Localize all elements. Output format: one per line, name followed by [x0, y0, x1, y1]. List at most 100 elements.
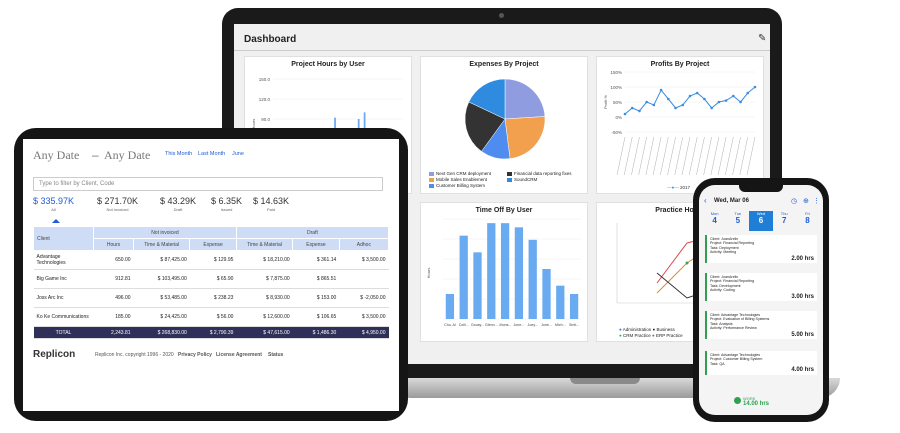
time-entry[interactable]: Client: JoanArelin Project: Financial Re… [705, 235, 817, 264]
column-header[interactable]: Expense [189, 238, 237, 251]
day-wed[interactable]: Wed 6 [749, 211, 773, 231]
legend-swatch [507, 177, 512, 182]
table-cell: $ 18,210.00 [236, 250, 293, 270]
column-header[interactable]: Adhoc [338, 238, 390, 251]
end-date[interactable]: Any Date [104, 148, 151, 162]
x-tick-label: Chu, Al [444, 323, 456, 327]
table-row[interactable]: Big Game Inc 912.81 $ 103,495.00 $ 65.90… [33, 269, 389, 289]
column-header[interactable]: Time & Material [235, 238, 294, 251]
expenses-card[interactable]: Expenses By Project Next Gen CRM deploym… [420, 56, 588, 194]
client-cell: Big Game Inc [33, 269, 94, 289]
timer-icon[interactable]: ◷ [791, 198, 798, 205]
table-cell: $ 238.23 [189, 288, 237, 308]
bar [473, 252, 482, 319]
pencil-icon[interactable]: ✎ [758, 33, 767, 44]
stat-label: Draft [173, 207, 183, 212]
status-link[interactable]: Status [268, 352, 284, 358]
start-date[interactable]: Any Date [33, 148, 80, 162]
time-entry[interactable]: Client: Advantage Technologies Project: … [705, 351, 817, 375]
y-tick-label: 90.0 [261, 117, 270, 122]
stat-value: $ 14.63K [253, 196, 290, 206]
x-tick-label [660, 136, 669, 176]
total-cell: 2,243.81 [93, 326, 134, 339]
bar [514, 227, 524, 319]
profits-card[interactable]: Profits By Project 150% 100% 50% 0% -50% Prof… [596, 56, 764, 194]
divider [234, 50, 770, 51]
data-point [710, 106, 713, 110]
table-cell: 912.81 [93, 269, 134, 289]
table-cell: $ -2,050.00 [339, 288, 389, 308]
entry-hours: 4.00 hrs [791, 367, 814, 374]
last-month-link[interactable]: Last Month [198, 151, 226, 157]
day-thu[interactable]: Thu 7 [773, 211, 796, 231]
day-mon[interactable]: Mon 4 [703, 211, 726, 231]
clock-icon [734, 397, 741, 404]
pie-slice [504, 116, 546, 159]
table-cell: $ 361.14 [292, 250, 340, 270]
june-link[interactable]: June [232, 151, 244, 157]
data-point [753, 85, 757, 89]
date-separator: – [92, 148, 99, 162]
time-entry[interactable]: Client: Advantage Technologies Project: … [705, 311, 817, 340]
stat-all[interactable]: $ 335.97K All [33, 196, 74, 212]
time-off-card[interactable]: Time Off By User Hours Chu, Al Colli... Gou… [420, 202, 588, 342]
filter-input[interactable]: Type to filter by Client, Code [33, 177, 383, 191]
entry-hours: 5.00 hrs [791, 331, 814, 338]
table-cell: 185.00 [93, 307, 134, 327]
day-name: Tue [734, 211, 742, 216]
table-row[interactable]: Joss Arc Inc 496.00 $ 53,485.00 $ 238.23… [33, 288, 389, 308]
entry-client: Client: Advantage Technologies [710, 353, 761, 357]
table-cell: $ 865.51 [292, 269, 340, 289]
legend-swatch [429, 177, 434, 182]
add-icon[interactable]: ⊕ [803, 198, 809, 205]
column-header[interactable]: Expense [292, 238, 340, 251]
chevron-left-icon[interactable]: ‹ [704, 196, 707, 205]
total-cell: $ 1,486.30 [292, 326, 340, 339]
stat-label: Paid [267, 207, 276, 212]
data-point [681, 103, 685, 107]
profits-legend: —●— 2017 [667, 185, 690, 191]
x-tick-label [674, 136, 683, 176]
stat-draft[interactable]: $ 43.29K Draft [160, 196, 196, 212]
table-row[interactable]: Advantage Technologies 650.00 $ 87,425.0… [33, 250, 389, 270]
table-row[interactable]: Ko Ke Communications 185.00 $ 24,425.00 … [33, 307, 389, 327]
day-number: 4 [712, 216, 717, 225]
stat-paid[interactable]: $ 14.63K Paid [253, 196, 289, 212]
x-tick-label: Smit... [569, 323, 579, 327]
legend-dot: ● [652, 327, 656, 332]
profits-title: Profits By Project [650, 61, 710, 68]
time-entry[interactable]: Client: JoanArelin Project: Financial Re… [705, 273, 817, 302]
this-month-link[interactable]: This Month [165, 151, 193, 157]
group-header: Not invoiced [93, 226, 237, 239]
data-point [674, 106, 677, 110]
data-point [717, 100, 721, 104]
total-cell: $ 47,615.00 [236, 326, 293, 339]
total-cell: $ 4,950.00 [339, 326, 389, 339]
x-tick-label: Mich... [555, 323, 566, 327]
column-header[interactable]: Hours [92, 238, 135, 251]
x-tick-label [710, 136, 720, 176]
table-cell: $ 129.95 [189, 250, 237, 270]
x-tick-label [696, 136, 705, 176]
column-header[interactable]: Time & Material [133, 238, 191, 251]
day-name: Mon [710, 211, 719, 216]
menu-icon[interactable]: ⋮ [813, 198, 820, 205]
legend-label: ERP Practice [656, 333, 683, 338]
y-tick-label: 150.0 [259, 77, 271, 82]
table-cell: $ 3,500.00 [339, 307, 389, 327]
license-agreement-link[interactable]: License Agreement [216, 352, 262, 358]
legend-label: Mobile Sales Enablement [436, 177, 488, 182]
day-tue[interactable]: Tue 5 [726, 211, 749, 231]
data-point [732, 94, 735, 98]
table-cell: $ 7,875.00 [236, 269, 293, 289]
column-header[interactable]: Client [33, 226, 94, 251]
table-cell: 650.00 [93, 250, 134, 270]
stat-not-invoiced[interactable]: $ 271.70K Not invoiced [97, 196, 138, 212]
day-fri[interactable]: Fri 8 [796, 211, 819, 231]
stat-issued[interactable]: $ 6.35K Issued [211, 196, 242, 212]
data-point [739, 100, 742, 104]
data-point [688, 94, 692, 98]
privacy-policy-link[interactable]: Privacy Policy [178, 352, 212, 358]
legend-label: Next Gen CRM deployment [436, 171, 492, 176]
y-axis-label: By Hours [251, 119, 256, 135]
